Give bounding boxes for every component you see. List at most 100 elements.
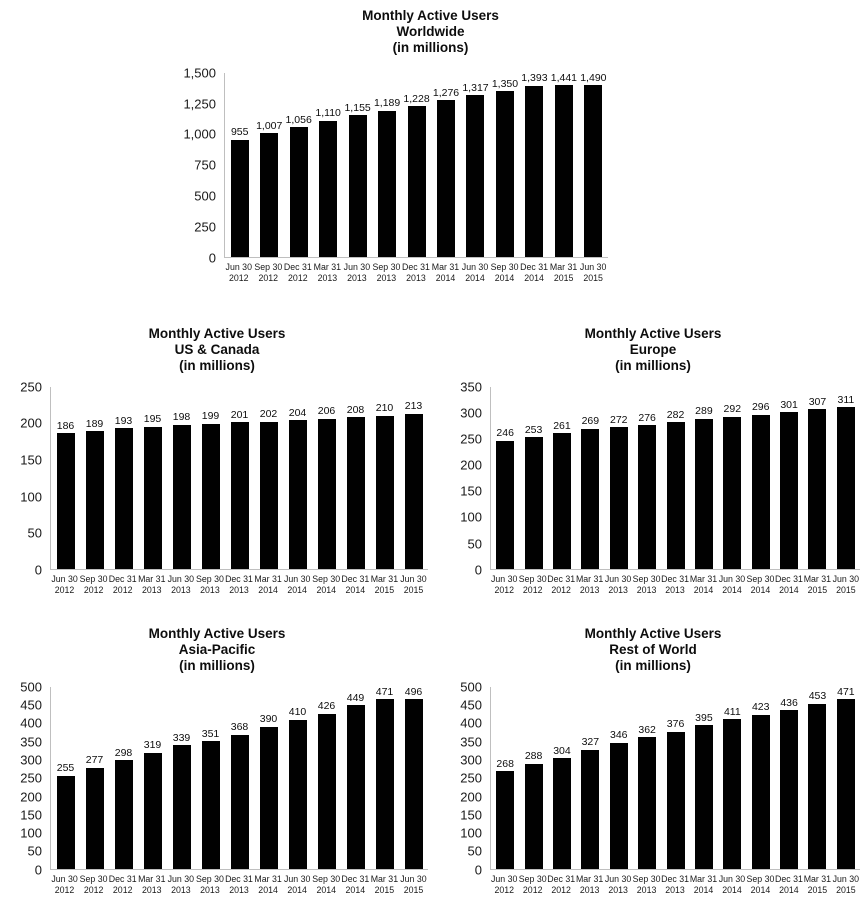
x-axis-tick-label: Dec 31 2014 (341, 574, 370, 597)
bar (375, 415, 394, 569)
x-axis-tick-label: Jun 30 2012 (50, 574, 79, 597)
y-axis-tick-label: 1,000 (183, 126, 216, 142)
x-axis-tick-label: Mar 31 2013 (575, 874, 603, 897)
x-axis-tick-label: Dec 31 2012 (108, 874, 137, 897)
x-axis-tick-line1: Jun 30 (718, 873, 746, 884)
x-axis-tick-line1: Mar 31 (313, 261, 342, 272)
x-axis-tick-label: Mar 31 2013 (313, 262, 343, 285)
x-axis-tick-label: Mar 31 2015 (370, 874, 399, 897)
x-axis-tick-line1: Dec 31 (774, 873, 803, 884)
y-axis-tick-label: 0 (474, 862, 482, 878)
y-axis-tick-label: 500 (20, 679, 42, 695)
bar-value-label: 246 (496, 427, 514, 440)
x-axis-tick-line1: Mar 31 (254, 873, 282, 884)
bar-slot: 376 (661, 687, 689, 869)
bar-slot: 255 (51, 687, 80, 869)
x-axis-tick-line1: Mar 31 (689, 573, 718, 584)
bar-value-label: 1,393 (521, 72, 548, 85)
x-axis-tick-line1: Mar 31 (431, 261, 460, 272)
bar (378, 110, 397, 257)
bar (346, 705, 365, 869)
bar-slot: 307 (803, 387, 831, 569)
x-axis-tick-label: Sep 30 2014 (312, 874, 341, 897)
chart-us-canada: Monthly Active Users US & Canada (in mil… (6, 326, 428, 597)
chart-title-line: Monthly Active Users (584, 326, 722, 341)
x-axis-tick-label: Dec 31 2013 (224, 574, 253, 597)
x-axis-tick-line1: Mar 31 (803, 573, 832, 584)
bar-slot: 213 (399, 387, 428, 569)
x-axis-tick-line2: 2013 (608, 585, 628, 596)
bar-value-label: 206 (317, 405, 336, 418)
x-axis-tick-line2: 2012 (228, 273, 249, 284)
x-axis-tick-label: Sep 30 2012 (254, 262, 284, 285)
x-axis-tick-line1: Sep 30 (79, 573, 108, 584)
bar-slot: 189 (80, 387, 109, 569)
x-axis-tick-label: Jun 30 2013 (166, 574, 195, 597)
bar-value-label: 1,490 (580, 71, 607, 84)
bar (172, 745, 191, 869)
x-axis-tick-line2: 2014 (316, 585, 337, 596)
bar-value-label: 307 (808, 395, 827, 408)
x-axis-tick-line2: 2015 (403, 885, 424, 896)
x-axis-tick-label: Dec 31 2014 (775, 874, 803, 897)
x-axis-tick-label: Mar 31 2014 (254, 874, 283, 897)
bar (85, 431, 104, 569)
bar-value-label: 426 (317, 700, 336, 713)
x-axis-tick-line1: Sep 30 (746, 873, 775, 884)
y-axis-tick-label: 250 (194, 219, 216, 235)
x-axis: Jun 30 2012 Sep 30 2012 Dec 31 2012 Mar 31 2013… (50, 874, 428, 897)
bar-value-label: 1,276 (432, 86, 460, 99)
x-axis-tick-line1: Mar 31 (370, 873, 399, 884)
x-axis-tick-line1: Mar 31 (370, 573, 399, 584)
bar (172, 424, 191, 569)
x-axis-tick-line2: 2013 (141, 585, 162, 596)
bar (638, 425, 657, 569)
y-axis-tick-label: 200 (460, 789, 482, 805)
x-axis-tick-label: Jun 30 2012 (490, 574, 518, 597)
bar (289, 127, 308, 257)
bar (496, 440, 515, 569)
chart-title: Monthly Active Users Europe (in millions… (446, 326, 860, 374)
bar-value-label: 390 (259, 713, 278, 726)
x-axis-tick-line1: Jun 30 (579, 261, 607, 272)
x-axis-tick-line2: 2013 (636, 885, 657, 896)
x-axis-tick-line2: 2012 (112, 585, 133, 596)
bar-slot: 955 (225, 73, 254, 257)
bar-slot: 449 (341, 687, 370, 869)
x-axis-tick-label: Mar 31 2013 (137, 574, 166, 597)
y-axis-tick-label: 150 (460, 807, 482, 823)
bars-area: 186 189 193 195 198 199 201 202 204 206 208 210 213 (50, 386, 428, 570)
bar-slot: 423 (747, 687, 775, 869)
x-axis-tick-line2: 2014 (779, 585, 799, 596)
chart-worldwide: Monthly Active Users Worldwide (in milli… (178, 8, 683, 285)
bar (466, 95, 485, 257)
chart-title: Monthly Active Users Worldwide (in milli… (178, 8, 683, 56)
bar-value-label: 210 (375, 402, 394, 415)
bar (143, 752, 162, 869)
y-axis-tick-label: 50 (27, 843, 42, 859)
x-axis-tick-label: Sep 30 2014 (746, 574, 775, 597)
chart-title-line: Monthly Active Users (148, 626, 286, 641)
bar-slot: 277 (80, 687, 109, 869)
x-axis-tick-label: Jun 30 2014 (718, 874, 746, 897)
y-axis-tick-label: 100 (20, 825, 42, 841)
x-axis-tick-label: Dec 31 2012 (283, 262, 313, 285)
bar (143, 426, 162, 569)
x-axis-tick-line2: 2014 (524, 273, 544, 284)
x-axis-tick-line1: Jun 30 (461, 261, 489, 272)
bar (437, 100, 456, 257)
bar-value-label: 411 (723, 705, 741, 718)
x-axis-tick-line2: 2013 (171, 885, 191, 896)
bar-slot: 1,276 (431, 73, 460, 257)
x-axis-tick-label: Mar 31 2014 (689, 574, 717, 597)
x-axis-tick-label: Mar 31 2013 (575, 574, 603, 597)
bar-slot: 246 (491, 387, 519, 569)
x-axis-tick-label: Sep 30 2013 (195, 574, 224, 597)
x-axis-tick-line2: 2015 (836, 585, 856, 596)
bar (230, 139, 249, 257)
bar (230, 422, 249, 569)
x-axis-tick-line2: 2014 (258, 885, 278, 896)
bar (552, 758, 571, 869)
x-axis-tick-line1: Mar 31 (575, 573, 604, 584)
x-axis-tick-label: Dec 31 2013 (661, 574, 689, 597)
